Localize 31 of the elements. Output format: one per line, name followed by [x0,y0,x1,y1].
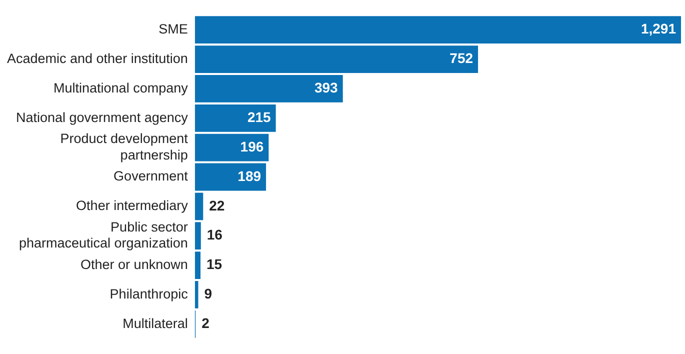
y-tick-label: Other intermediary [76,198,188,214]
data-label: 196 [240,138,264,154]
data-label: 752 [450,50,474,66]
data-label: 215 [247,108,272,125]
data-label: 189 [238,168,262,184]
data-label: 16 [206,226,223,243]
y-tick-label: Government [114,168,188,184]
bar [194,222,201,250]
y-tick-label: Product development partnership [60,131,188,162]
bar [194,252,200,279]
data-label: 2 [202,315,210,332]
y-tick-label: Other or unknown [80,257,188,272]
y-tick-label: National government agency [16,110,188,125]
bar [194,104,276,132]
y-tick-label: Academic and other institution [6,50,188,66]
bar [194,163,266,191]
y-tick-label: Philanthropic [110,286,188,302]
data-label: 9 [204,286,212,302]
bar [194,134,269,162]
bar [194,75,343,102]
bar [194,16,681,44]
bar [194,192,204,220]
bar [194,46,478,73]
y-tick-label: SME [158,22,188,37]
data-label: 22 [209,197,225,214]
data-label: 393 [314,80,338,96]
y-tick-label: Multinational company [54,80,188,96]
y-tick-label: Public sector pharmaceutical organization [18,219,188,251]
data-label: 15 [206,256,222,272]
y-tick-label: Multilateral [122,316,188,331]
data-label: 1,291 [640,20,676,37]
